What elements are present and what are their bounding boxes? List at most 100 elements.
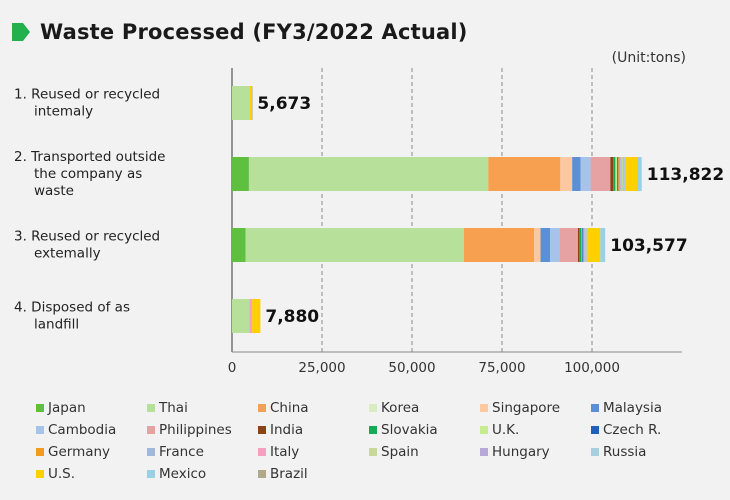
bar-segment-u-k- bbox=[581, 228, 583, 262]
legend-item: Spain bbox=[369, 442, 480, 462]
legend-item: Czech R. bbox=[591, 420, 702, 440]
bar-segment-czech-r- bbox=[582, 228, 583, 262]
bar-segment-mexico bbox=[600, 228, 606, 262]
legend-swatch bbox=[36, 404, 44, 412]
bar-segment-cambodia bbox=[580, 157, 591, 191]
legend-swatch bbox=[147, 426, 155, 434]
bar-segment-u-k- bbox=[615, 157, 618, 191]
bar-segment-france bbox=[584, 228, 585, 262]
bar-total-label: 103,577 bbox=[610, 236, 687, 256]
legend-swatch bbox=[147, 470, 155, 478]
bar-segment-u-s- bbox=[588, 228, 601, 262]
legend-item: Philippines bbox=[147, 420, 258, 440]
bar-segment-thai bbox=[248, 157, 489, 191]
legend-swatch bbox=[258, 470, 266, 478]
legend-item: Germany bbox=[36, 442, 147, 462]
bar-segment-thai bbox=[232, 86, 250, 120]
legend-label: France bbox=[159, 444, 204, 460]
legend-label: Philippines bbox=[159, 422, 232, 438]
bar-chart: 0 25,000 50,000 75,000 100,000 5,673 1. Reused… bbox=[14, 68, 724, 376]
bar-segment-singapore bbox=[534, 228, 541, 262]
bar-segment-germany bbox=[583, 228, 585, 262]
legend-label: Japan bbox=[48, 400, 86, 416]
legend-item: Slovakia bbox=[369, 420, 480, 440]
legend-item: Russia bbox=[591, 442, 702, 462]
bar-segment-italy bbox=[584, 228, 586, 262]
legend-swatch bbox=[591, 448, 599, 456]
legend-label: Czech R. bbox=[603, 422, 662, 438]
title-bar: Waste Processed (FY3/2022 Actual) bbox=[12, 16, 468, 48]
bar-segment-malaysia bbox=[540, 228, 551, 262]
bar-segment-russia bbox=[624, 157, 626, 191]
bar-segment-china bbox=[463, 228, 535, 262]
legend-swatch bbox=[591, 404, 599, 412]
category-label: 2. Transported outside the company as wast… bbox=[14, 149, 165, 199]
bar-segment-russia bbox=[587, 228, 589, 262]
legend-label: Mexico bbox=[159, 466, 207, 482]
legend-item: Singapore bbox=[480, 398, 591, 418]
bar-segment-brazil bbox=[252, 86, 253, 120]
bar-segment-cambodia bbox=[550, 228, 560, 262]
category-label: 3. Reused or recycled extemally bbox=[14, 229, 160, 262]
bar-segment-slovakia bbox=[579, 228, 582, 262]
legend-item: Brazil bbox=[258, 464, 369, 484]
bar-segment-hungary bbox=[623, 157, 625, 191]
legend-item: Italy bbox=[258, 442, 369, 462]
bar-total-label: 7,880 bbox=[265, 307, 319, 327]
bar-segment-mexico bbox=[637, 157, 642, 191]
legend-swatch bbox=[36, 470, 44, 478]
bar-segment-singapore bbox=[560, 157, 573, 191]
legend-label: Spain bbox=[381, 444, 419, 460]
legend-item: U.K. bbox=[480, 420, 591, 440]
legend-item: Cambodia bbox=[36, 420, 147, 440]
legend-swatch bbox=[36, 426, 44, 434]
legend-label: Italy bbox=[270, 444, 300, 460]
legend-item: Japan bbox=[36, 398, 147, 418]
legend-swatch bbox=[591, 426, 599, 434]
bar-segment-u-s- bbox=[250, 86, 253, 120]
bar-total-label: 113,822 bbox=[647, 165, 724, 185]
x-tick-label: 0 bbox=[228, 360, 237, 376]
bar-segment-japan bbox=[232, 228, 246, 262]
legend-swatch bbox=[258, 426, 266, 434]
legend-item: Korea bbox=[369, 398, 480, 418]
legend-item: Mexico bbox=[147, 464, 258, 484]
bar-segment-italy bbox=[620, 157, 622, 191]
bar-segment-italy bbox=[249, 299, 253, 333]
legend-swatch bbox=[147, 404, 155, 412]
bar-segment-japan bbox=[232, 157, 249, 191]
legend-swatch bbox=[480, 448, 488, 456]
legend-label: Cambodia bbox=[48, 422, 117, 438]
bar-segment-spain bbox=[585, 228, 587, 262]
legend-label: U.K. bbox=[492, 422, 520, 438]
legend-item: Hungary bbox=[480, 442, 591, 462]
legend-label: Russia bbox=[603, 444, 647, 460]
legend-item: France bbox=[147, 442, 258, 462]
legend-label: Korea bbox=[381, 400, 420, 416]
legend-item: Malaysia bbox=[591, 398, 702, 418]
category-label: 4. Disposed of as landfill bbox=[14, 300, 130, 333]
legend-label: Hungary bbox=[492, 444, 550, 460]
legend-label: Slovakia bbox=[381, 422, 438, 438]
legend-item: India bbox=[258, 420, 369, 440]
legend-swatch bbox=[480, 404, 488, 412]
legend: Japan Thai China Korea Singapore Malaysia Camb… bbox=[36, 398, 716, 484]
bar-segment-czech-r- bbox=[617, 157, 619, 191]
legend-label: China bbox=[270, 400, 309, 416]
bar-segment-malaysia bbox=[572, 157, 581, 191]
legend-swatch bbox=[369, 426, 377, 434]
title-marker-icon bbox=[12, 23, 30, 41]
legend-swatch bbox=[147, 448, 155, 456]
category-label: 1. Reused or recycled intemaly bbox=[14, 87, 160, 120]
x-tick-label: 50,000 bbox=[388, 360, 435, 376]
bar-segment-hungary bbox=[586, 228, 588, 262]
legend-item: China bbox=[258, 398, 369, 418]
bar-segment-slovakia bbox=[613, 157, 616, 191]
legend-label: Germany bbox=[48, 444, 111, 460]
bar-segment-spain bbox=[621, 157, 624, 191]
chart-title: Waste Processed (FY3/2022 Actual) bbox=[40, 20, 468, 44]
legend-swatch bbox=[369, 404, 377, 412]
legend-item: U.S. bbox=[36, 464, 147, 484]
x-tick-label: 100,000 bbox=[564, 360, 620, 376]
legend-label: Malaysia bbox=[603, 400, 662, 416]
